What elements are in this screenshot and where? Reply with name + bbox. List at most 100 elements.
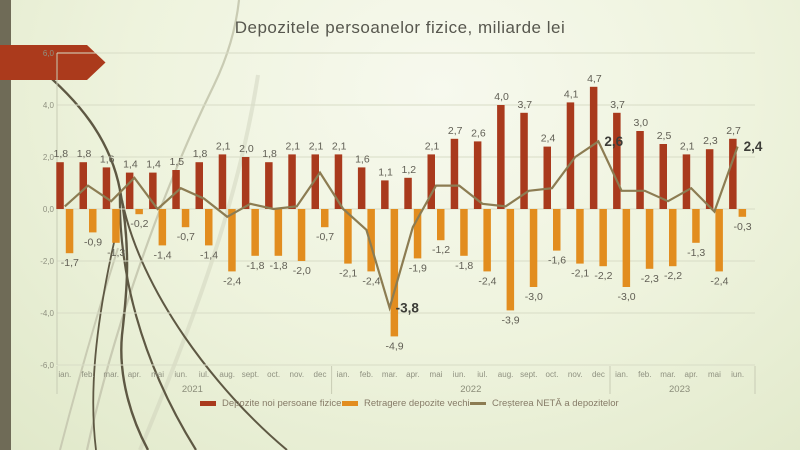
- vine-curve-light: [138, 74, 260, 450]
- bar-new-deposits: [705, 149, 714, 209]
- y-axis-tick-label: 6,0: [43, 49, 55, 58]
- bar-label-new-deposits: 2,5: [657, 130, 672, 142]
- bar-label-withdrawals: -1,6: [548, 255, 566, 267]
- bar-withdrawals: [135, 209, 143, 215]
- vine-curve-dark: [121, 199, 288, 450]
- x-axis-month-label: aug.: [219, 370, 235, 379]
- x-axis-month-label: feb.: [81, 370, 94, 379]
- y-axis-tick-label: 0,0: [43, 205, 55, 214]
- bar-label-new-deposits: 3,7: [517, 99, 532, 111]
- bar-new-deposits: [288, 154, 296, 209]
- vine-curve-dark: [92, 224, 119, 450]
- bar-new-deposits: [172, 170, 180, 209]
- legend-swatch-net-growth: [470, 402, 486, 405]
- net-growth-line: [64, 139, 739, 312]
- bar-withdrawals: [599, 209, 607, 267]
- bar-new-deposits: [682, 154, 691, 209]
- bar-new-deposits: [636, 131, 644, 209]
- bar-label-new-deposits: 1,4: [146, 159, 161, 171]
- bar-withdrawals: [321, 209, 329, 228]
- bar-label-withdrawals: -1,7: [61, 257, 79, 269]
- bar-label-withdrawals: -1,4: [154, 249, 172, 261]
- x-axis-month-label: apr.: [128, 370, 141, 379]
- bar-new-deposits: [589, 86, 598, 209]
- legend-swatch-new-deposits: [200, 401, 216, 406]
- vine-curve-light: [59, 247, 119, 450]
- bar-label-new-deposits: 2,1: [309, 140, 324, 152]
- bar-label-new-deposits: 4,7: [587, 73, 602, 85]
- bar-label-withdrawals: -3,9: [502, 314, 520, 326]
- bar-label-withdrawals: -2,2: [594, 270, 612, 282]
- x-axis-month-label: mai: [430, 370, 443, 379]
- x-axis-month-label: nov.: [290, 370, 305, 379]
- net-growth-line-label: -3,8: [396, 300, 420, 315]
- x-axis-month-label: iul.: [477, 370, 487, 379]
- y-axis-tick-label: 2,0: [43, 153, 55, 162]
- bar-new-deposits: [404, 177, 412, 209]
- x-axis-year-label: 2022: [460, 384, 481, 395]
- bar-withdrawals: [506, 209, 515, 311]
- bar-label-new-deposits: 2,3: [703, 135, 718, 147]
- bar-label-new-deposits: 2,7: [726, 125, 741, 137]
- x-axis-month-label: dec: [592, 370, 605, 379]
- bar-label-new-deposits: 1,5: [169, 156, 184, 168]
- bar-new-deposits: [218, 154, 227, 209]
- x-axis-month-label: ian.: [337, 370, 350, 379]
- x-axis-month-label: iun.: [453, 370, 466, 379]
- bar-withdrawals: [205, 209, 213, 246]
- bar-withdrawals: [89, 209, 97, 233]
- bar-new-deposits: [195, 162, 203, 209]
- bar-label-new-deposits: 1,4: [123, 159, 138, 171]
- legend-label-withdrawals: Retragere depozite vechi: [364, 398, 470, 409]
- bar-label-new-deposits: 2,6: [471, 127, 486, 139]
- x-axis-month-label: iun.: [731, 370, 744, 379]
- vine-curve-light: [85, 0, 241, 450]
- x-axis-month-label: apr.: [406, 370, 419, 379]
- bar-withdrawals: [112, 209, 120, 243]
- bar-label-withdrawals: -2,4: [710, 275, 728, 287]
- left-accent-bar: [0, 0, 11, 450]
- chart-title: Depozitele persoanelor fizice, miliarde …: [234, 18, 566, 37]
- x-axis-month-label: nov.: [568, 370, 583, 379]
- x-axis-month-label: feb.: [638, 370, 651, 379]
- x-axis-month-label: mar.: [103, 370, 119, 379]
- bar-label-withdrawals: -2,2: [664, 270, 682, 282]
- y-axis-tick-label: 4,0: [43, 101, 55, 110]
- bar-withdrawals: [344, 209, 352, 264]
- x-axis-month-label: oct.: [546, 370, 559, 379]
- bar-new-deposits: [427, 154, 435, 209]
- bar-label-new-deposits: 1,8: [77, 148, 92, 160]
- bar-withdrawals: [274, 209, 283, 256]
- bar-withdrawals: [669, 209, 677, 267]
- bar-new-deposits: [149, 172, 157, 209]
- bar-label-new-deposits: 1,8: [53, 148, 68, 160]
- bar-withdrawals: [65, 209, 74, 254]
- x-axis-month-label: ian.: [58, 370, 71, 379]
- bar-label-new-deposits: 1,8: [193, 148, 208, 160]
- bar-withdrawals: [251, 209, 259, 256]
- bar-withdrawals: [413, 209, 422, 259]
- bar-new-deposits: [357, 167, 366, 209]
- vine-curve-dark: [118, 189, 197, 450]
- bar-withdrawals: [715, 209, 723, 272]
- bar-withdrawals: [738, 209, 747, 217]
- bar-label-new-deposits: 2,1: [216, 140, 231, 152]
- x-axis-month-label: sept.: [242, 370, 259, 379]
- net-growth-line-label: 2,6: [604, 134, 623, 149]
- bar-label-withdrawals: -0,3: [734, 221, 752, 233]
- bar-label-withdrawals: -2,4: [478, 275, 496, 287]
- bar-label-new-deposits: 2,7: [448, 125, 463, 137]
- x-axis-month-label: mai: [708, 370, 721, 379]
- bar-label-withdrawals: -1,9: [409, 262, 427, 274]
- legend-item-new-deposits: Depozite noi persoane fizice: [200, 398, 341, 409]
- bar-label-new-deposits: 2,1: [425, 140, 440, 152]
- bar-new-deposits: [520, 112, 528, 209]
- bar-label-new-deposits: 1,6: [100, 153, 115, 165]
- red-arrow-shape: [0, 45, 106, 80]
- bar-label-new-deposits: 2,1: [285, 140, 300, 152]
- bar-label-withdrawals: -0,9: [84, 236, 102, 248]
- x-axis-month-label: dec: [314, 370, 327, 379]
- bar-withdrawals: [367, 209, 375, 272]
